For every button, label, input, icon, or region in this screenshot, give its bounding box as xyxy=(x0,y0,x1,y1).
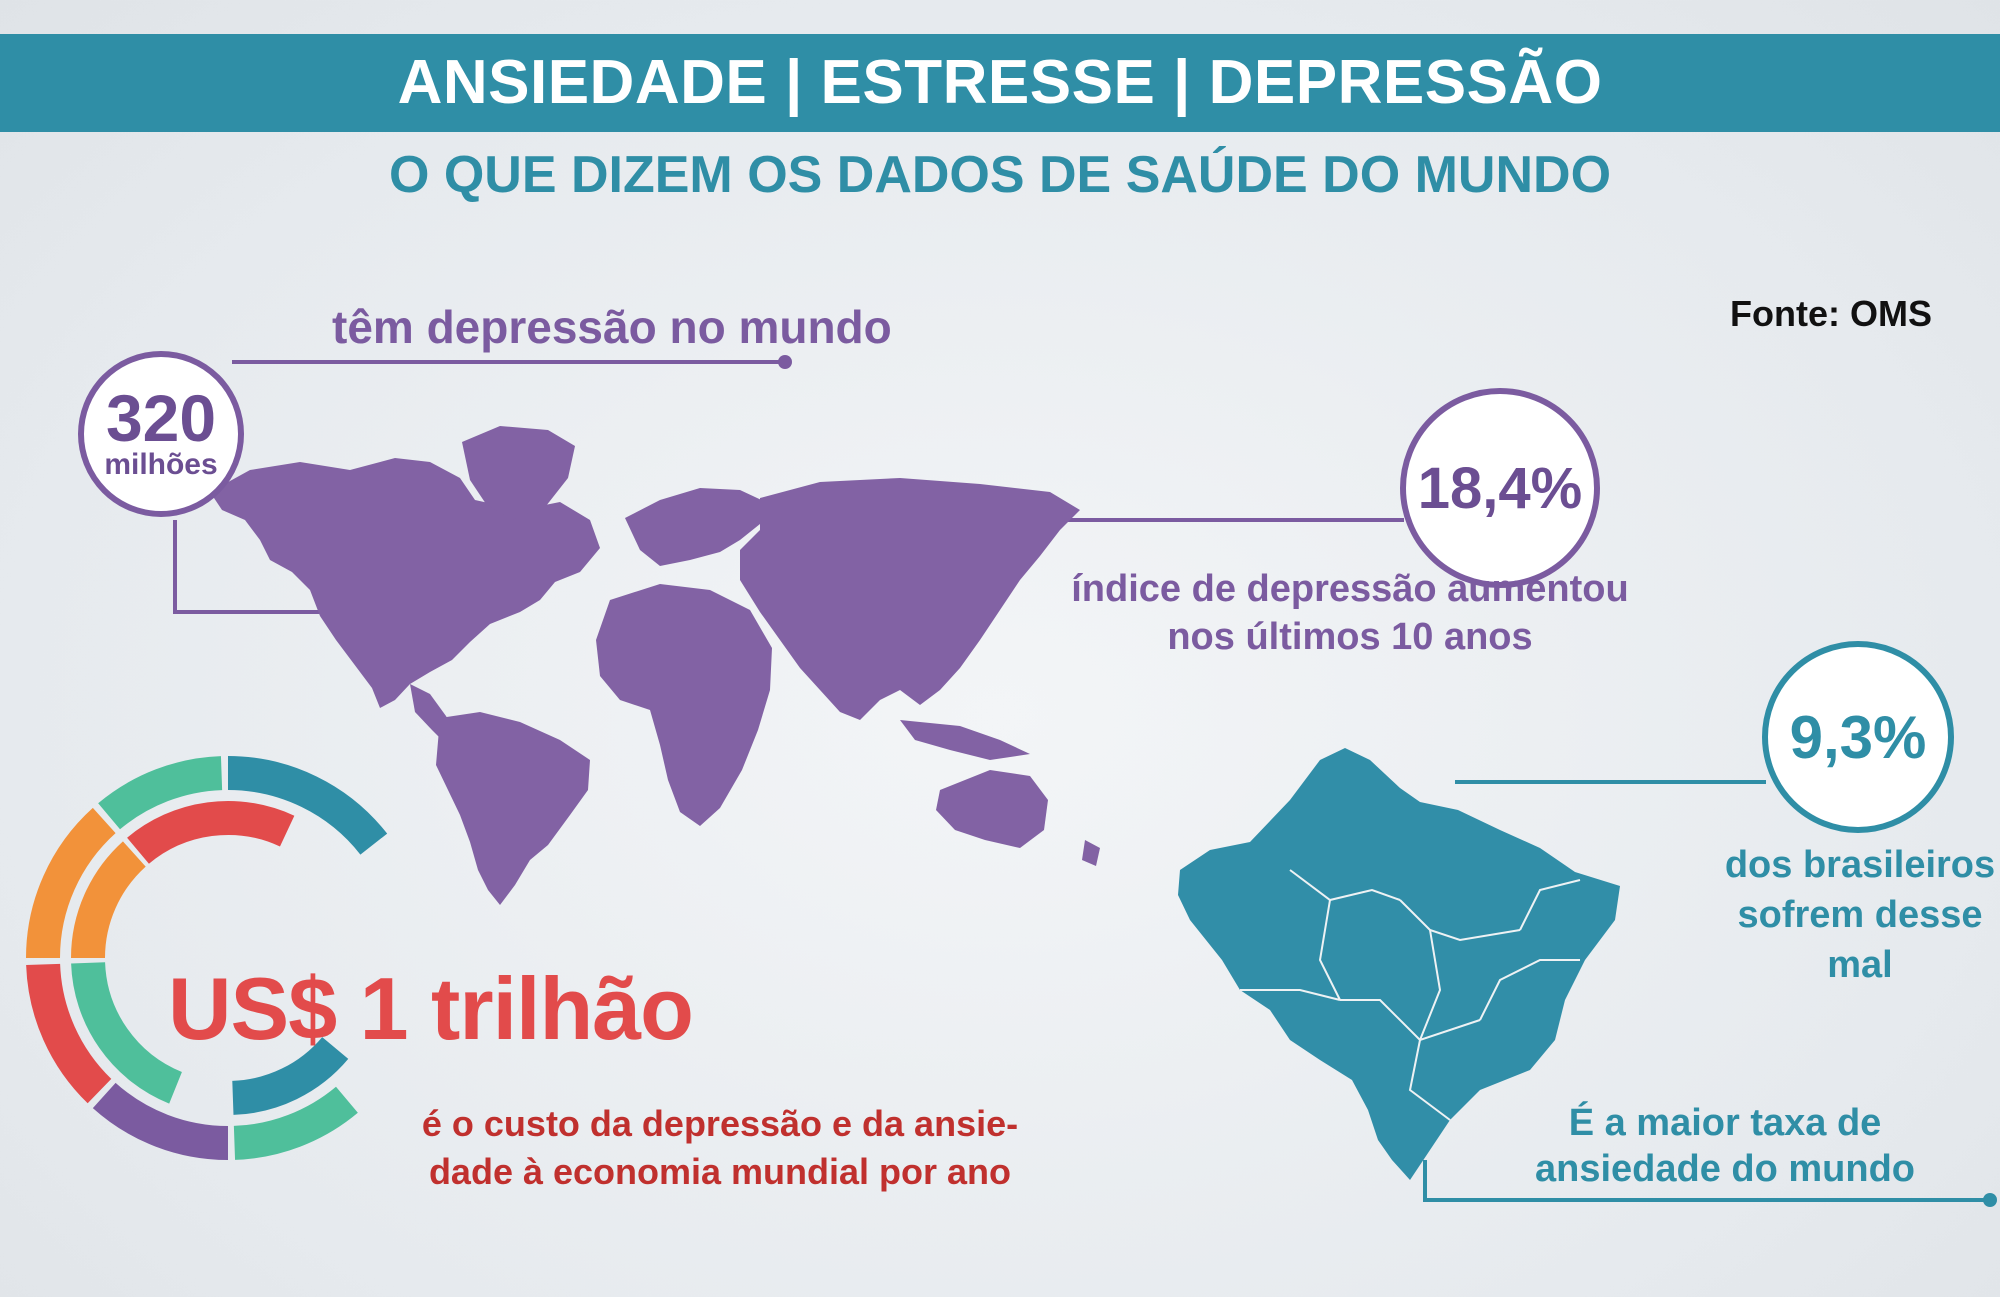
donut-outer-green-top xyxy=(98,756,223,830)
label-maior-taxa: É a maior taxa de ansiedade do mundo xyxy=(1495,1100,1955,1192)
map-asia xyxy=(740,478,1080,720)
label-indice-line1: índice de depressão aumentou xyxy=(1071,568,1629,610)
connector-ansiedade xyxy=(1423,1160,1990,1202)
label-maior-taxa-line1: É a maior taxa de xyxy=(1568,1102,1882,1144)
connector-dot-320 xyxy=(778,355,792,369)
connector-dot-ansiedade xyxy=(1983,1193,1997,1207)
label-brasileiros-line1: dos brasileiros xyxy=(1724,844,1996,886)
donut-outer-orange xyxy=(26,807,116,959)
donut-outer-green-bottom xyxy=(233,1086,358,1160)
label-maior-taxa-line2: ansiedade do mundo xyxy=(1534,1148,1916,1190)
label-indice-depressao: índice de depressão aumentou nos últimos… xyxy=(1050,565,1650,661)
label-depressao-mundo: têm depressão no mundo xyxy=(332,301,892,353)
label-custo-descricao: é o custo da depressão e da ansie- dade … xyxy=(395,1100,1045,1196)
stat-9-3-value: 9,3% xyxy=(1789,703,1927,771)
brazil-map xyxy=(1178,748,1620,1180)
donut-inner-orange xyxy=(71,841,147,959)
map-north-america xyxy=(210,458,600,708)
stat-circle-320-milhoes: 320 milhões xyxy=(78,351,244,517)
donut-inner-red xyxy=(127,801,295,865)
title-banner xyxy=(0,34,2000,132)
map-indonesia xyxy=(900,720,1030,760)
donut-inner-teal xyxy=(231,1036,349,1115)
page-title: ANSIEDADE | ESTRESSE | DEPRESSÃO xyxy=(397,48,1603,117)
stat-circle-9-3: 9,3% xyxy=(1762,641,1954,833)
stat-320-unit: milhões xyxy=(104,448,218,481)
world-map xyxy=(210,426,1100,905)
map-new-zealand xyxy=(1082,840,1100,866)
map-australia xyxy=(936,770,1048,848)
donut-outer-red xyxy=(26,963,112,1104)
connector-320 xyxy=(173,360,785,614)
label-brasileiros: dos brasileiros sofrem desse mal xyxy=(1700,840,2000,990)
label-custo-valor: US$ 1 trilhão xyxy=(168,959,694,1058)
stat-circle-18-4: 18,4% xyxy=(1400,388,1600,588)
label-brasileiros-line3: mal xyxy=(1827,944,1893,986)
stat-18-4-value: 18,4% xyxy=(1417,455,1583,521)
label-custo-line2: dade à economia mundial por ano xyxy=(428,1151,1012,1192)
donut-outer-teal xyxy=(227,756,388,855)
cost-donut-chart xyxy=(26,756,388,1160)
map-greenland xyxy=(462,426,575,520)
map-europe xyxy=(625,488,770,566)
source-label: Fonte: OMS xyxy=(1730,293,1932,334)
label-custo-line1: é o custo da depressão e da ansie- xyxy=(421,1103,1019,1144)
stat-320-number: 320 xyxy=(105,381,217,455)
label-indice-line2: nos últimos 10 anos xyxy=(1167,616,1533,658)
map-south-america xyxy=(436,712,590,905)
donut-outer-purple xyxy=(92,1082,229,1160)
label-brasileiros-line2: sofrem desse xyxy=(1737,894,1983,936)
map-africa xyxy=(596,584,772,826)
donut-inner-green xyxy=(71,961,183,1104)
page-subtitle: O QUE DIZEM OS DADOS DE SAÚDE DO MUNDO xyxy=(388,146,1612,204)
